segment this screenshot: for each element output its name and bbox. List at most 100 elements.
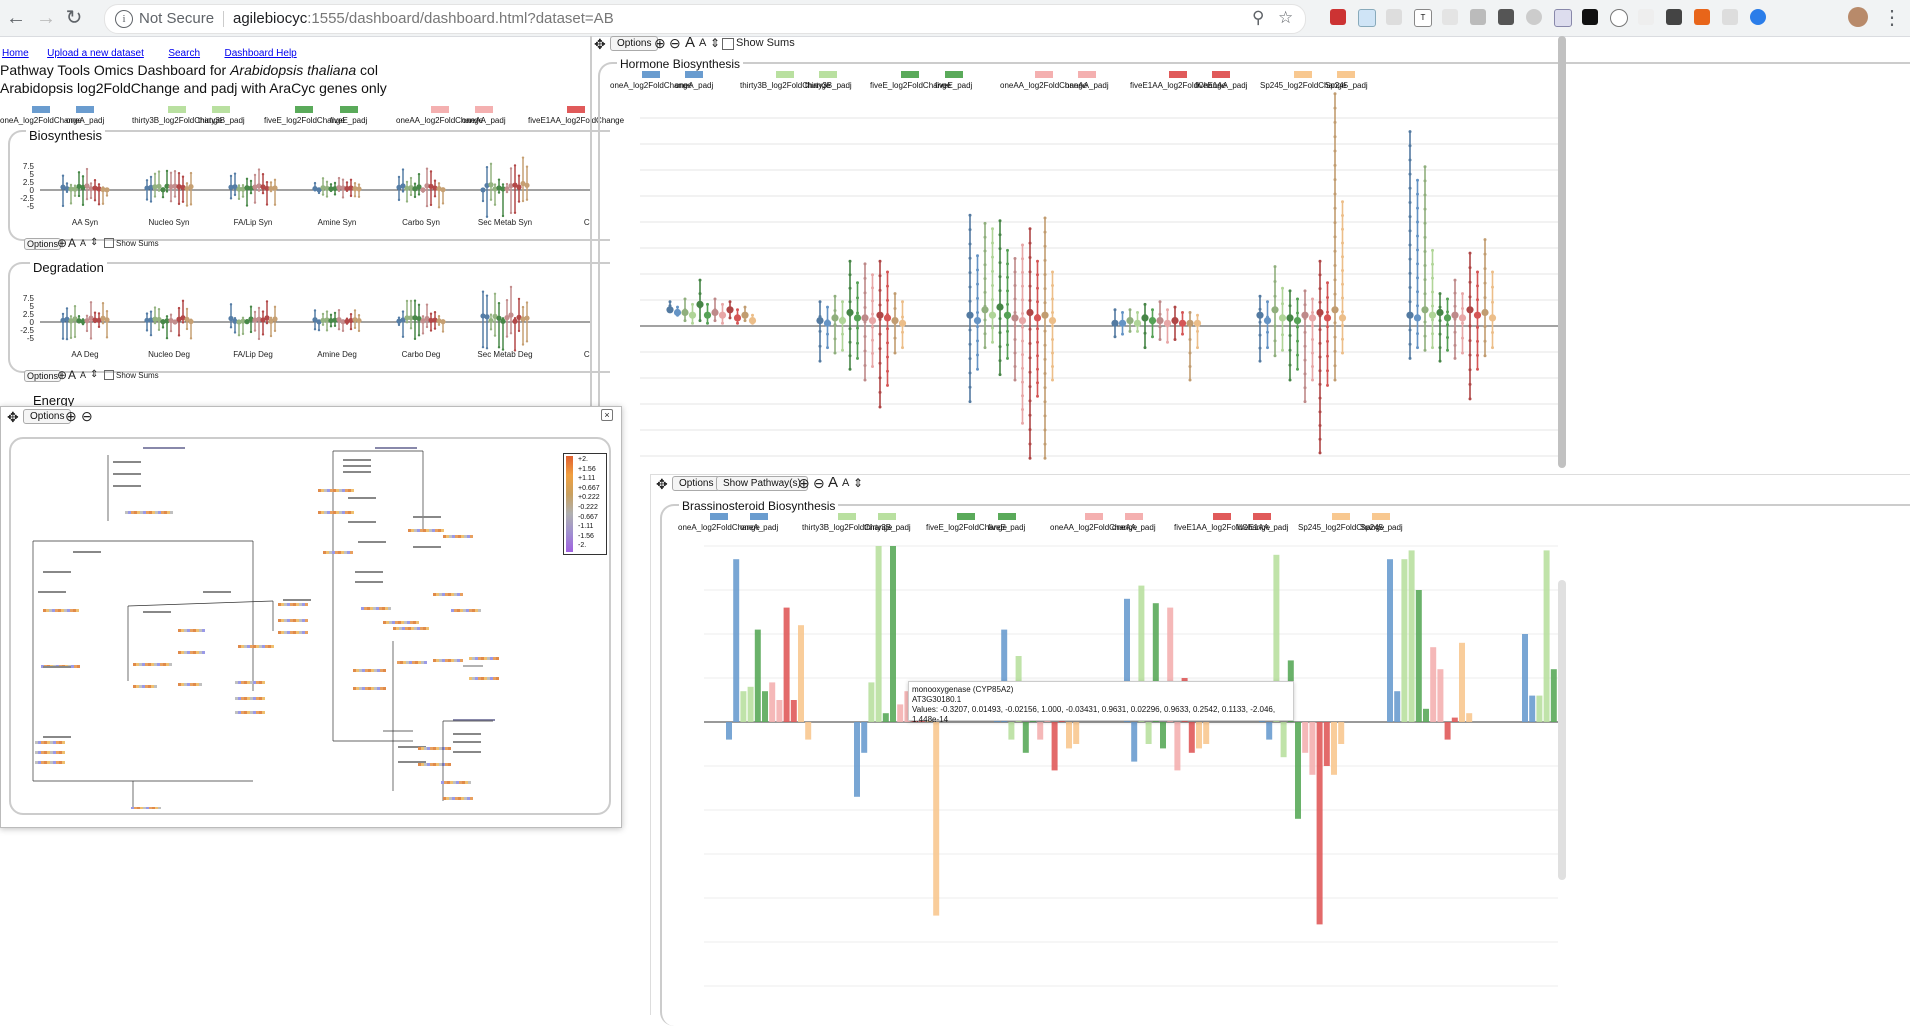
legend-item[interactable]: thirty3B_padj xyxy=(198,106,245,125)
legend-item[interactable]: thirty3B_log2FoldChange xyxy=(802,513,892,532)
sort-arrows-icon[interactable]: ⇕ xyxy=(853,476,864,490)
extension-icon[interactable] xyxy=(1442,9,1458,25)
series-point xyxy=(1136,329,1139,333)
home-link[interactable]: Home xyxy=(2,48,29,59)
options-button[interactable]: Options xyxy=(610,36,659,51)
legend-item[interactable]: thirty3B_padj xyxy=(864,513,911,532)
extension-icon[interactable] xyxy=(1666,9,1682,25)
legend-item[interactable]: oneA_padj xyxy=(66,106,104,125)
legend-item[interactable]: fiveE_log2FoldChange xyxy=(870,71,951,90)
legend-item[interactable]: Sp245_log2FoldChange xyxy=(1260,71,1346,90)
search-link[interactable]: Search xyxy=(168,48,201,59)
legend-item[interactable]: oneA_padj xyxy=(675,71,713,90)
zoom-in-icon[interactable]: ⊕ xyxy=(57,236,68,250)
font-larger-icon[interactable]: A xyxy=(828,474,839,491)
move-handle-icon[interactable]: ✥ xyxy=(7,409,19,425)
font-smaller-icon[interactable]: A xyxy=(699,37,707,49)
legend-item[interactable]: fiveE_log2FoldChange xyxy=(264,106,345,125)
extension-icon[interactable] xyxy=(1722,9,1738,25)
zoom-icon[interactable]: ⚲ xyxy=(1252,8,1265,27)
reload-icon[interactable]: ↻ xyxy=(65,7,83,29)
legend-item[interactable]: Sp245_padj xyxy=(1325,71,1368,90)
scrollbar[interactable] xyxy=(1558,580,1566,880)
legend-item[interactable]: thirty3B_log2FoldChange xyxy=(132,106,222,125)
legend-item[interactable]: oneAA_padj xyxy=(1065,71,1109,90)
legend-item[interactable]: fiveE1AA_padj xyxy=(1195,71,1247,90)
legend-item[interactable]: Sp245_padj xyxy=(1360,513,1403,532)
extension-icon[interactable] xyxy=(1638,9,1654,25)
legend-item[interactable]: oneAA_padj xyxy=(462,106,506,125)
options-button[interactable]: Options xyxy=(23,409,72,424)
extension-icon[interactable] xyxy=(1554,9,1572,27)
legend-item[interactable]: fiveE_log2FoldChange xyxy=(926,513,1007,532)
zoom-in-icon[interactable]: ⊕ xyxy=(654,35,666,51)
font-larger-icon[interactable]: A xyxy=(68,368,77,382)
legend-item[interactable]: thirty3B_padj xyxy=(805,71,852,90)
show-sums-checkbox[interactable] xyxy=(104,370,114,380)
series-point xyxy=(249,330,253,334)
legend-item[interactable]: fiveE1AA_padj xyxy=(1236,513,1288,532)
options-button[interactable]: Options xyxy=(24,370,62,382)
legend-item[interactable]: fiveE_padj xyxy=(988,513,1025,532)
sort-arrows-icon[interactable]: ⇕ xyxy=(90,237,99,248)
font-smaller-icon[interactable]: A xyxy=(80,238,87,248)
zoom-out-icon[interactable]: ⊖ xyxy=(81,408,93,424)
extension-icon[interactable] xyxy=(1386,9,1402,25)
upload-link[interactable]: Upload a new dataset xyxy=(47,48,144,59)
legend-item[interactable]: oneA_log2FoldChange xyxy=(610,71,692,90)
zoom-in-icon[interactable]: ⊕ xyxy=(57,368,68,382)
legend-item[interactable]: fiveE1AA_log2FoldChange xyxy=(1130,71,1226,90)
legend-item[interactable]: fiveE_padj xyxy=(935,71,972,90)
legend-item[interactable]: thirty3B_log2FoldChange xyxy=(740,71,830,90)
extension-icon[interactable] xyxy=(1470,9,1486,25)
legend-item[interactable]: oneA_log2FoldChange xyxy=(0,106,82,125)
zoom-out-icon[interactable]: ⊖ xyxy=(813,475,825,491)
profile-avatar[interactable] xyxy=(1848,7,1868,27)
zoom-in-icon[interactable]: ⊕ xyxy=(65,408,77,424)
move-handle-icon[interactable]: ✥ xyxy=(594,36,606,52)
legend-item[interactable]: oneA_log2FoldChange xyxy=(678,513,760,532)
legend-item[interactable]: fiveE1AA_log2FoldChange xyxy=(1174,513,1270,532)
help-link[interactable]: Dashboard Help xyxy=(224,48,297,59)
sort-arrows-icon[interactable]: ⇕ xyxy=(710,36,721,50)
address-bar[interactable]: i Not Secure agilebiocyc:1555/dashboard/… xyxy=(104,4,1306,34)
bookmark-star-icon[interactable]: ☆ xyxy=(1278,8,1294,27)
close-icon[interactable]: × xyxy=(601,409,613,421)
extension-icon[interactable] xyxy=(1610,9,1628,27)
zoom-in-icon[interactable]: ⊕ xyxy=(798,475,810,491)
legend-item[interactable]: oneAA_padj xyxy=(1112,513,1156,532)
extension-icon[interactable] xyxy=(1526,9,1542,25)
menu-dots-icon[interactable]: ⋮ xyxy=(1882,7,1902,29)
scrollbar[interactable] xyxy=(1558,36,1566,468)
show-sums-checkbox[interactable] xyxy=(722,38,734,50)
sort-arrows-icon[interactable]: ⇕ xyxy=(90,369,99,380)
tex-extension-icon[interactable]: T xyxy=(1414,9,1432,27)
font-smaller-icon[interactable]: A xyxy=(842,477,850,489)
extension-icon[interactable] xyxy=(1694,9,1710,25)
font-larger-icon[interactable]: A xyxy=(68,236,77,250)
url-text[interactable]: agilebiocyc:1555/dashboard/dashboard.htm… xyxy=(233,10,614,27)
legend-item[interactable]: oneA_padj xyxy=(740,513,778,532)
legend-item[interactable]: Sp245_log2FoldChange xyxy=(1298,513,1384,532)
info-icon[interactable]: i xyxy=(115,10,133,28)
legend-item[interactable]: oneAA_log2FoldChange xyxy=(1050,513,1137,532)
legend-item[interactable]: fiveE_padj xyxy=(330,106,367,125)
forward-icon[interactable]: → xyxy=(36,7,56,29)
zoom-out-icon[interactable]: ⊖ xyxy=(669,35,681,51)
extension-icon[interactable] xyxy=(1330,9,1346,25)
extension-icon[interactable] xyxy=(1582,9,1598,25)
show-sums-checkbox[interactable] xyxy=(104,238,114,248)
legend-item[interactable]: oneAA_log2FoldChange xyxy=(1000,71,1087,90)
show-pathways-button[interactable]: Show Pathway(s) xyxy=(716,476,808,491)
back-icon[interactable]: ← xyxy=(6,7,26,29)
options-button[interactable]: Options xyxy=(672,476,721,491)
legend-item[interactable]: oneAA_log2FoldChange xyxy=(396,106,483,125)
move-handle-icon[interactable]: ✥ xyxy=(656,476,668,492)
extension-icon[interactable] xyxy=(1358,9,1376,27)
font-smaller-icon[interactable]: A xyxy=(80,370,87,380)
options-button[interactable]: Options xyxy=(24,238,62,250)
legend-item[interactable]: fiveE1AA_log2FoldChange xyxy=(528,106,624,125)
extension-icon[interactable] xyxy=(1750,9,1766,25)
font-larger-icon[interactable]: A xyxy=(685,34,696,51)
extension-icon[interactable] xyxy=(1498,9,1514,25)
